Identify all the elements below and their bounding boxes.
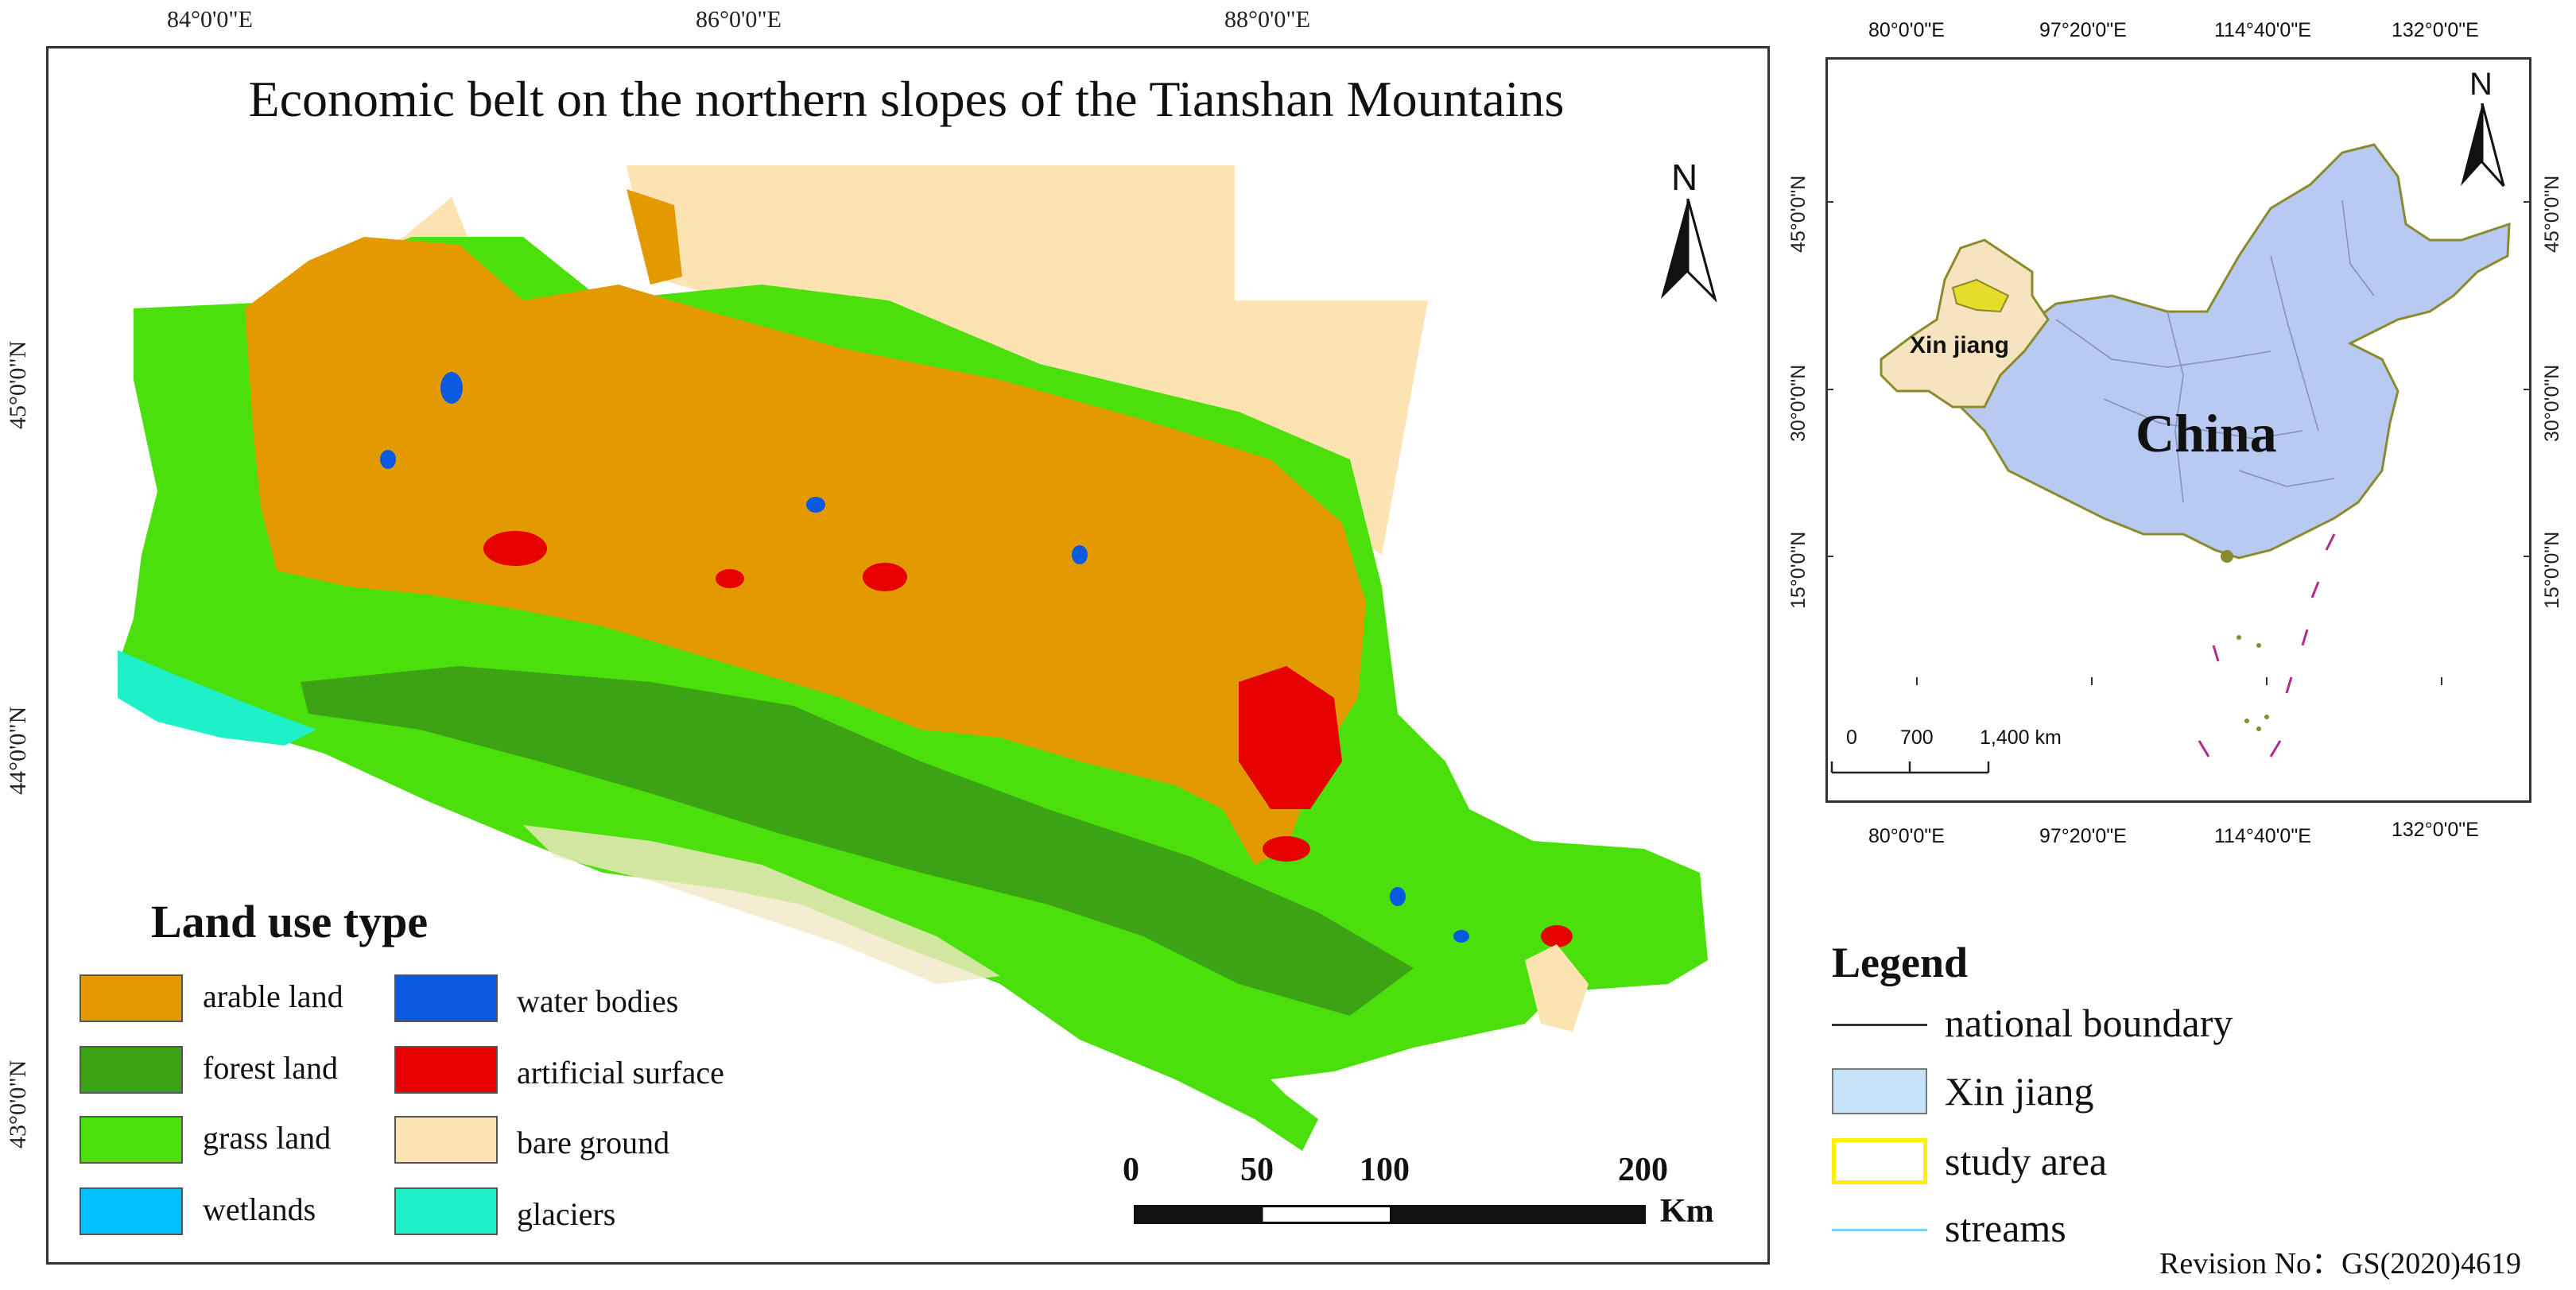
scale-tick-200: 200	[1618, 1152, 1668, 1188]
legend-label-wetlands: wetlands	[203, 1191, 316, 1227]
top-coord-88e: 88°0'0"E	[1224, 6, 1310, 33]
inset-scale-bar	[1830, 761, 1990, 774]
south-sea-islands	[2221, 550, 2269, 731]
scale-tick-50: 50	[1240, 1152, 1274, 1188]
urban-patch-3	[716, 569, 744, 588]
legend-label-arable: arable land	[203, 978, 343, 1014]
forest-land-belt	[301, 666, 1414, 1016]
inset-right-coord-30: 30°0'0"N	[2541, 364, 2563, 442]
inset-north-arrow-icon	[2461, 103, 2505, 188]
top-coord-86e: 86°0'0"E	[696, 6, 782, 33]
legend-swatch-bare	[394, 1116, 498, 1164]
left-coord-45n: 45°0'0"N	[5, 340, 31, 429]
legend-label-artificial: artificial surface	[517, 1055, 724, 1090]
land-use-legend-title: Land use type	[151, 896, 429, 947]
legend-label-bare: bare ground	[517, 1125, 670, 1160]
study-area-shape	[1951, 278, 2010, 313]
inset-right-coord-15: 15°0'0"N	[2541, 531, 2563, 609]
legend-swatch-artificial	[394, 1046, 498, 1094]
legend-label-xinjiang: Xin jiang	[1945, 1069, 2094, 1114]
top-coord-84e: 84°0'0"E	[167, 6, 253, 33]
water-body-5	[1453, 930, 1469, 943]
legend-symbol-study-area	[1832, 1138, 1927, 1184]
legend-symbol-xinjiang	[1832, 1068, 1927, 1114]
province-lines	[2055, 200, 2375, 503]
legend-swatch-arable	[80, 974, 183, 1022]
inset-top-coord-132: 132°0'0"E	[2392, 19, 2479, 41]
inset-scale-tick-0: 0	[1846, 726, 1857, 749]
bare-ground-southeast	[1525, 944, 1589, 1032]
scale-unit: Km	[1660, 1193, 1714, 1230]
inset-top-coord-80: 80°0'0"E	[1868, 19, 1945, 41]
water-body-3	[1072, 545, 1088, 564]
graticule-ticks	[1825, 201, 2531, 685]
right-legend-title: Legend	[1832, 939, 1969, 986]
inset-china-label: China	[2136, 403, 2277, 463]
revision-number: Revision No：GS(2020)4619	[2159, 1247, 2521, 1280]
legend-symbol-national-boundary	[1832, 1024, 1927, 1026]
inset-bottom-coord-97: 97°20'0"E	[2039, 825, 2127, 847]
water-body-6	[380, 450, 396, 469]
glacier-area	[118, 650, 316, 746]
legend-label-study-area: study area	[1945, 1139, 2108, 1183]
legend-swatch-wetlands	[80, 1187, 183, 1235]
water-body-4	[1390, 887, 1406, 906]
inset-right-coord-45: 45°0'0"N	[2541, 175, 2563, 253]
urban-patch-2	[863, 563, 907, 591]
inset-left-coord-15: 15°0'0"N	[1787, 531, 1810, 609]
urban-patch-5	[1541, 925, 1573, 947]
land-use-map	[118, 165, 1708, 1151]
legend-label-forest: forest land	[203, 1050, 338, 1086]
legend-label-water: water bodies	[517, 983, 679, 1019]
inset-map-frame	[1825, 57, 2531, 803]
left-coord-43n: 43°0'0"N	[5, 1060, 31, 1149]
legend-label-glaciers: glaciers	[517, 1196, 616, 1232]
legend-label-national-boundary: national boundary	[1945, 1001, 2233, 1045]
legend-swatch-water	[394, 974, 498, 1022]
arable-land-north	[627, 189, 682, 285]
inset-scale-tick-700: 700	[1900, 726, 1934, 749]
urban-patch-4	[1263, 836, 1310, 862]
legend-label-streams: streams	[1945, 1206, 2066, 1250]
inset-bottom-coord-80: 80°0'0"E	[1868, 825, 1945, 847]
china-area	[1918, 143, 2511, 560]
legend-swatch-glaciers	[394, 1187, 498, 1235]
nine-dash-line	[2198, 533, 2336, 757]
scale-tick-0: 0	[1123, 1152, 1139, 1188]
inset-bottom-coord-114: 114°40'0"E	[2214, 825, 2311, 847]
inset-north-label: N	[2469, 67, 2493, 102]
inset-china-map	[1825, 143, 2531, 774]
inset-top-coord-97: 97°20'0"E	[2039, 19, 2127, 41]
inset-scale-tick-1400: 1,400 km	[1980, 726, 2062, 749]
xinjiang-area	[1880, 238, 2050, 409]
bare-ridge-south	[523, 825, 1000, 984]
north-label: N	[1671, 157, 1698, 198]
inset-bottom-coord-132: 132°0'0"E	[2392, 819, 2479, 841]
urumqi-urban	[1239, 666, 1342, 809]
legend-symbol-streams	[1832, 1229, 1927, 1231]
main-map-frame	[46, 46, 1770, 1265]
north-arrow-icon	[1661, 199, 1717, 302]
urban-patch-1	[483, 531, 547, 566]
map-title: Economic belt on the northern slopes of …	[248, 71, 1565, 127]
inset-top-coord-114: 114°40'0"E	[2214, 19, 2311, 41]
legend-swatch-forest	[80, 1046, 183, 1094]
scale-bar	[1134, 1205, 1646, 1224]
inset-left-coord-30: 30°0'0"N	[1787, 364, 1810, 442]
scale-tick-100: 100	[1360, 1152, 1410, 1188]
water-body-1	[440, 372, 463, 404]
inset-left-coord-45: 45°0'0"N	[1787, 175, 1810, 253]
legend-swatch-grass	[80, 1116, 183, 1164]
water-body-2	[806, 497, 825, 513]
left-coord-44n: 44°0'0"N	[5, 706, 31, 795]
legend-label-grass: grass land	[203, 1120, 332, 1156]
inset-xinjiang-label: Xin jiang	[1910, 332, 2010, 358]
arable-land-area	[245, 237, 1366, 865]
